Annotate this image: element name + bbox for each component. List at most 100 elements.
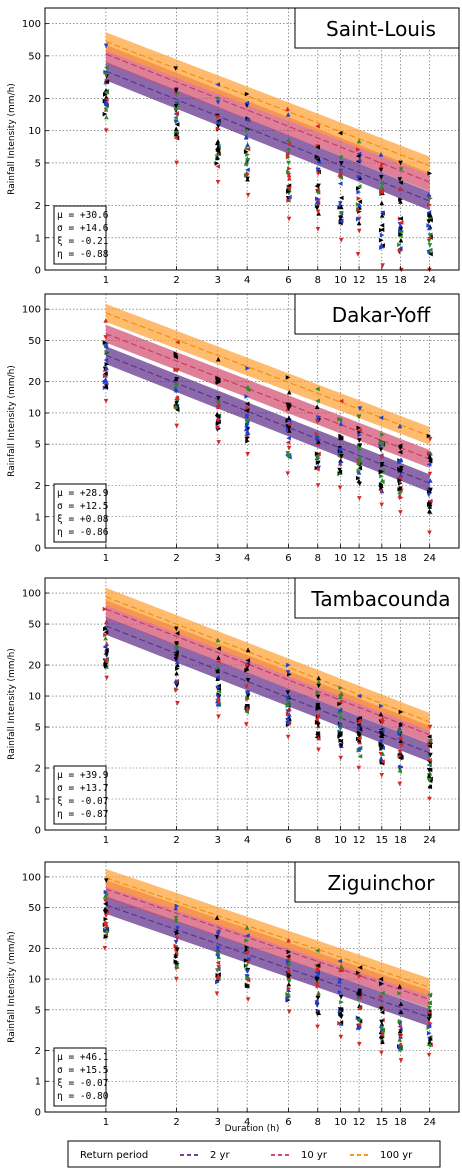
observation-point (426, 462, 432, 467)
observation-point (337, 734, 342, 739)
observation-point (245, 969, 250, 974)
observation-point (379, 184, 385, 190)
curve-100yr (105, 877, 430, 988)
y-tick-label: 1 (35, 1077, 41, 1088)
observation-point (245, 387, 251, 393)
observation-point (285, 718, 290, 723)
x-tick-label: 12 (353, 553, 366, 564)
observation-point (173, 382, 179, 387)
observation-point (339, 211, 344, 216)
observation-point (428, 738, 433, 744)
observation-point (173, 131, 179, 137)
observation-point (286, 937, 291, 943)
observation-point (103, 916, 109, 922)
y-tick-label: 1 (35, 795, 41, 806)
observation-point (428, 233, 433, 238)
observation-point (426, 1025, 432, 1030)
observation-point (104, 349, 110, 355)
observation-point (398, 1018, 403, 1024)
parameter-eta: η = -0.87 (57, 809, 108, 820)
y-tick-label: 50 (28, 51, 41, 62)
observation-point (379, 222, 385, 228)
observation-point (244, 949, 250, 955)
observation-point (379, 733, 385, 739)
observation-point (215, 694, 221, 700)
observation-point (398, 468, 404, 474)
observation-point (286, 973, 292, 979)
observation-point (216, 973, 221, 978)
observation-point (426, 1042, 432, 1048)
observation-point (286, 452, 291, 458)
x-tick-label: 1 (103, 835, 109, 846)
observation-point (379, 502, 384, 508)
observation-point (338, 215, 343, 221)
observation-point (243, 947, 249, 952)
observation-point (215, 356, 221, 362)
parameter-box (53, 1047, 107, 1107)
observation-point (285, 711, 291, 717)
observation-point (378, 167, 384, 173)
legend-label: 10 yr (301, 1150, 328, 1161)
observation-point (397, 242, 402, 248)
observation-point (378, 755, 384, 761)
observation-point (315, 398, 320, 404)
observation-point (215, 96, 220, 102)
observation-point (314, 966, 320, 972)
observation-point (104, 114, 109, 120)
observation-point (103, 89, 109, 95)
y-axis-label: Rainfall Intensity (mm/h) (7, 365, 17, 477)
observation-point (102, 644, 108, 649)
parameter-mu: μ = +46.1 (57, 1052, 109, 1063)
observation-point (287, 1009, 292, 1014)
x-tick-label: 1 (103, 1117, 109, 1128)
observation-point (356, 459, 362, 464)
observation-point (316, 683, 321, 689)
y-tick-label: 100 (22, 872, 41, 883)
observation-point (427, 243, 433, 248)
x-tick-label: 15 (375, 275, 388, 286)
observation-point (357, 465, 363, 471)
observation-point (398, 232, 403, 237)
observation-point (285, 451, 291, 456)
plot-frame (44, 577, 460, 831)
observation-point (379, 189, 384, 194)
observation-point (357, 202, 362, 208)
observation-point (285, 152, 291, 158)
observation-point (102, 893, 108, 899)
observation-point (245, 662, 250, 668)
observation-point (103, 128, 109, 134)
y-tick-label: 2 (35, 481, 41, 492)
observation-point (215, 954, 221, 959)
observation-point (398, 1009, 404, 1015)
observation-point (355, 475, 361, 481)
observation-point (214, 915, 220, 920)
y-tick-label: 1 (35, 233, 41, 244)
observation-point (397, 750, 403, 755)
x-tick-label: 2 (173, 275, 179, 286)
observation-point (338, 435, 344, 441)
observation-point (103, 913, 109, 919)
observation-point (338, 1020, 344, 1025)
observation-point (285, 709, 291, 714)
station-name: Tambacounda (310, 587, 450, 611)
observation-point (378, 443, 384, 448)
observation-point (173, 953, 178, 958)
observation-point (378, 163, 384, 169)
observation-point (244, 963, 249, 969)
observation-point (356, 765, 362, 771)
observation-point (174, 964, 180, 970)
observation-point (174, 947, 180, 952)
observation-point (379, 772, 385, 778)
observation-point (356, 196, 362, 201)
observation-point (337, 469, 343, 475)
observation-point (245, 156, 250, 161)
observation-point (216, 401, 222, 406)
observation-point (287, 166, 292, 171)
observation-point (173, 126, 179, 131)
observation-point (356, 220, 362, 226)
observation-point (379, 484, 384, 490)
observation-point (245, 690, 250, 696)
observation-point (244, 703, 250, 709)
parameter-sigma: σ = +15.5 (57, 1065, 108, 1076)
y-tick-label: 100 (22, 305, 41, 316)
